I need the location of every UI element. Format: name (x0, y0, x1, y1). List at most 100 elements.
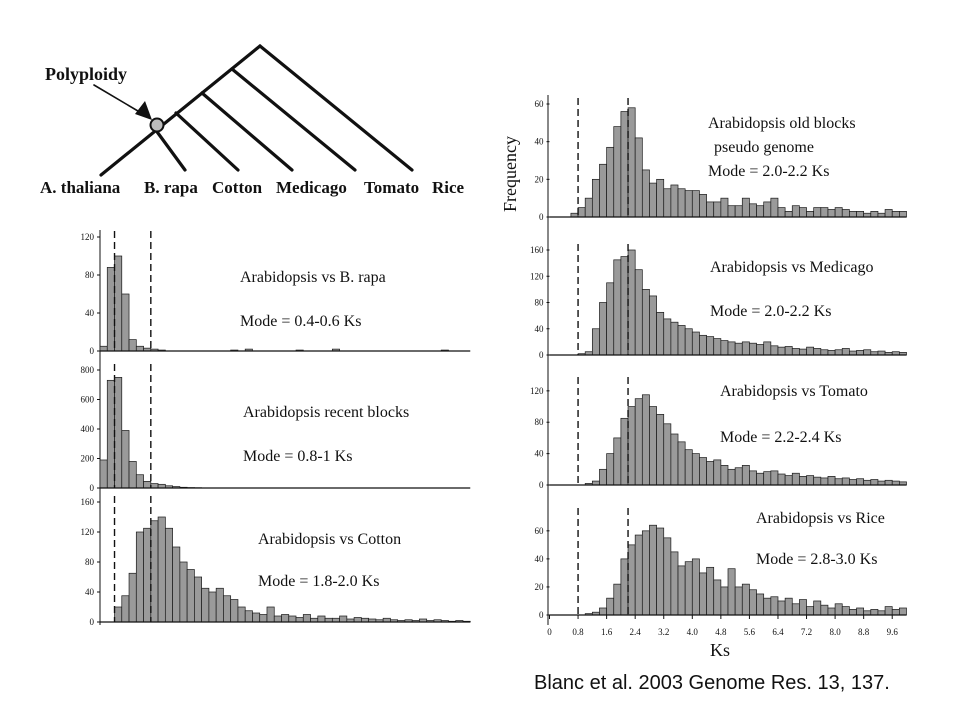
histogram-bar (678, 566, 685, 615)
histogram-bar (835, 350, 842, 355)
histogram-bar (828, 209, 835, 217)
taxon-cotton: Cotton (212, 178, 263, 197)
tree-branch (202, 93, 292, 170)
histogram-bar (122, 430, 129, 488)
histogram-bar (607, 147, 614, 217)
histogram-bar (792, 604, 799, 615)
histogram-bar (599, 164, 606, 217)
citation: Blanc et al. 2003 Genome Res. 13, 137. (534, 672, 890, 695)
y-tick-label: 40 (535, 324, 545, 334)
panel-annotation: Arabidopsis vs Medicago (710, 259, 874, 276)
histogram-bar (721, 341, 728, 355)
histogram-bar (642, 289, 649, 355)
histogram-bar (165, 528, 172, 622)
histogram-bar (151, 521, 158, 622)
x-tick-label: 4.0 (687, 627, 699, 637)
histogram-bar (828, 608, 835, 615)
histogram-bar (857, 211, 864, 217)
taxon-b-rapa: B. rapa (144, 178, 198, 197)
histogram-bar (864, 611, 871, 615)
histogram-bar (260, 615, 267, 623)
histogram-bar (122, 294, 129, 351)
histogram-bar (821, 605, 828, 615)
histogram-bar (649, 407, 656, 485)
histogram-bar (757, 206, 764, 217)
histogram-bar (714, 202, 721, 217)
panel-annotation: Arabidopsis vs Rice (756, 510, 885, 527)
y-tick-label: 120 (530, 271, 544, 281)
histogram-bar (664, 424, 671, 485)
panel-annotation: Mode = 2.0-2.2 Ks (710, 303, 831, 320)
panel-annotation: Mode = 2.8-3.0 Ks (756, 551, 877, 568)
histogram-bar (764, 342, 771, 355)
histogram-bar (635, 535, 642, 615)
histogram-bar (635, 399, 642, 485)
histogram-bar (807, 211, 814, 217)
histogram-bar (635, 270, 642, 355)
histogram-bar (749, 471, 756, 485)
histogram-bar (742, 342, 749, 355)
histogram-bar (885, 607, 892, 615)
histogram-bar (671, 434, 678, 485)
histogram-bar (649, 183, 656, 217)
histogram-bar (814, 348, 821, 355)
taxon-a-thaliana: A. thaliana (40, 178, 121, 197)
histogram-bar (614, 127, 621, 217)
histogram-bar (685, 329, 692, 355)
histogram-bar (749, 343, 756, 355)
panel-annotation: Mode = 0.8-1 Ks (243, 448, 352, 465)
histogram-bar (857, 608, 864, 615)
histogram-bar (100, 346, 107, 351)
histogram-bar (707, 202, 714, 217)
histogram-bar (699, 458, 706, 485)
histogram-bar (151, 484, 158, 488)
histogram-bar (678, 189, 685, 217)
histogram-bar (678, 442, 685, 485)
y-tick-label: 40 (535, 554, 545, 564)
histogram-bar (885, 480, 892, 485)
histogram-bar (678, 325, 685, 355)
histogram-bar (714, 460, 721, 485)
histogram-bar (115, 256, 122, 351)
polyploidy-arrow-line (94, 85, 143, 114)
histogram-bar (821, 350, 828, 355)
histogram-bar (842, 478, 849, 485)
histogram-bar (614, 260, 621, 355)
histogram-bar (194, 577, 201, 622)
histogram-bar (864, 480, 871, 485)
panel-annotation: Arabidopsis old blocks (708, 115, 856, 132)
panel-annotation: Arabidopsis vs B. rapa (240, 269, 386, 286)
tree-branch (155, 129, 185, 170)
histogram-bar (122, 596, 129, 622)
panel-annotation: Mode = 2.2-2.4 Ks (720, 429, 841, 446)
histogram-bar (857, 479, 864, 485)
histogram-bar (144, 481, 151, 488)
histogram-bar (735, 468, 742, 485)
panel-annotation: Arabidopsis recent blocks (243, 404, 409, 421)
histogram-bar (814, 477, 821, 485)
histogram-bar (699, 335, 706, 355)
histogram-bar (821, 478, 828, 485)
histogram-bar (599, 608, 606, 615)
x-tick-label: 6.4 (772, 627, 784, 637)
histogram-bar (354, 618, 361, 623)
tree-branch (176, 113, 238, 170)
histogram-bar (757, 473, 764, 485)
histogram-bar (735, 206, 742, 217)
histogram-bar (764, 202, 771, 217)
histogram-bar (899, 211, 906, 217)
histogram-bar (735, 587, 742, 615)
histogram-bar (685, 562, 692, 615)
histogram-bar (892, 211, 899, 217)
y-tick-label: 80 (85, 557, 95, 567)
histogram-bar (814, 601, 821, 615)
histogram-bar (136, 475, 143, 488)
histogram-bar (799, 208, 806, 217)
histogram-bar (585, 198, 592, 217)
taxon-tomato: Tomato (364, 178, 419, 197)
histogram-bar (657, 528, 664, 615)
histogram-bar (187, 570, 194, 623)
